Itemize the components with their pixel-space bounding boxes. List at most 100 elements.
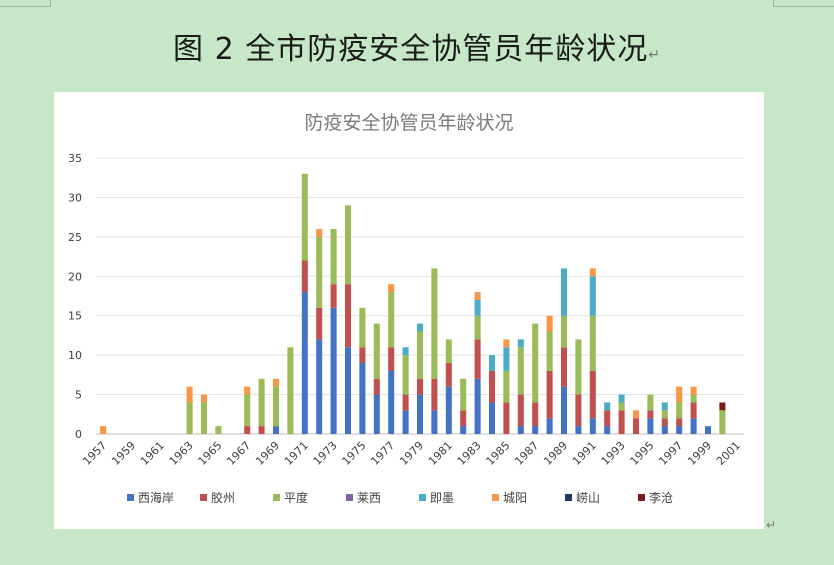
bar-segment [719,410,726,434]
bar-segment [474,315,481,340]
bar-segment [632,418,640,434]
bar-segment [661,418,668,427]
y-tick-label: 35 [68,152,82,165]
x-tick-label: 1977 [368,439,397,468]
bar-segment [474,378,481,434]
bar-segment [618,410,625,434]
chart-panel[interactable]: 防疫安全协管员年龄状况 0 5 10 15 20 25 30 35 1957 1959 1961 1… [54,92,764,529]
bar-segment [488,402,496,434]
bar-segment [532,402,539,427]
x-tick-label: 1993 [599,439,628,468]
legend-swatch [419,494,426,501]
bar-segment [431,410,438,434]
legend-swatch [565,494,572,501]
bar-segment [460,410,467,427]
bar-segment [330,307,337,434]
legend-swatch [492,494,499,501]
bar-segment [690,418,697,434]
bar-segment [388,347,395,371]
bar-segment [301,292,308,434]
legend-swatch [638,494,645,501]
x-tick-label: 1987 [512,439,541,468]
x-tick-label: 1997 [656,439,685,468]
paragraph-mark-bottom: ↵ [766,518,777,532]
bar-segment [704,426,712,434]
figure-caption: 图 2 全市防疫安全协管员年龄状况↵ [0,24,834,68]
bar-segment [244,394,251,427]
bar-segment [272,378,280,387]
corner-crop-mark-left [0,0,51,7]
bar-segment [546,370,553,419]
bar-segment [690,394,697,403]
y-tick-label: 25 [68,231,82,244]
bar-segment [546,418,553,434]
bar-segment [618,394,625,403]
bar-segment [676,386,683,403]
bar-segment [186,402,193,434]
bar-segment [604,402,611,411]
bar-segment [244,426,251,434]
legend-label: 莱西 [357,491,381,505]
x-tick-label: 1989 [541,439,570,468]
bar-segment [186,386,193,403]
bar-segment [676,402,683,419]
bar-segment [215,426,222,434]
y-tick-label: 5 [75,389,82,402]
x-tick-label: 1983 [455,439,484,468]
bar-segment [330,228,337,285]
bar-segment [474,339,481,379]
bar-segment [316,339,323,434]
bar-segment [719,402,726,411]
bar-segment [517,394,524,427]
bar-segment [560,315,568,348]
paragraph-mark: ↵ [648,47,661,63]
bar-segment [416,323,424,332]
x-tick-label: 1959 [109,439,138,468]
bar-segment [344,284,352,348]
x-tick-label: 1965 [196,439,225,468]
bar-segment [301,260,308,293]
legend-label: 城阳 [503,491,527,505]
x-tick-label: 1981 [426,439,455,468]
bar-segment [344,347,352,434]
bar-segment [647,418,654,434]
bar-segment [388,370,395,434]
bar-segment [618,402,625,411]
x-tick-label: 1973 [311,439,340,468]
bar-segment [647,394,654,411]
bar-segment [316,307,323,340]
x-tick-label: 1975 [340,439,369,468]
bar-segment [359,347,366,364]
bar-segment [388,284,395,293]
bar-segment [460,378,467,411]
x-tick-label: 2001 [714,439,743,468]
bar-segment [503,370,510,403]
bar-segment [460,426,467,434]
bar-segment [575,394,582,427]
bar-segment [632,410,640,419]
bar-segment [517,339,524,348]
bar-segment [546,315,553,332]
bar-segment [604,426,611,434]
bar-segment [560,386,568,434]
x-tick-label: 1971 [282,439,311,468]
bar-segment [373,394,380,434]
legend-swatch [346,494,353,501]
bar-segment [402,355,409,395]
caption-text: 图 2 全市防疫安全协管员年龄状况 [173,32,649,67]
corner-crop-mark-right [773,0,834,7]
bar-segment [301,173,308,261]
bar-segment [402,394,409,411]
bar-segment [258,426,265,434]
x-tick-label: 1969 [253,439,282,468]
bar-segment [661,426,668,434]
legend: 西海岸 胶州 平度 莱西 即墨 城阳 崂山 李沧 [127,490,673,505]
bar-segment [287,347,294,434]
bar-segment [503,339,510,348]
legend-label: 崂山 [576,491,600,505]
bar-segment [532,426,539,434]
x-tick-label: 1957 [80,439,109,468]
legend-swatch [200,494,207,501]
bar-segment [532,323,539,403]
